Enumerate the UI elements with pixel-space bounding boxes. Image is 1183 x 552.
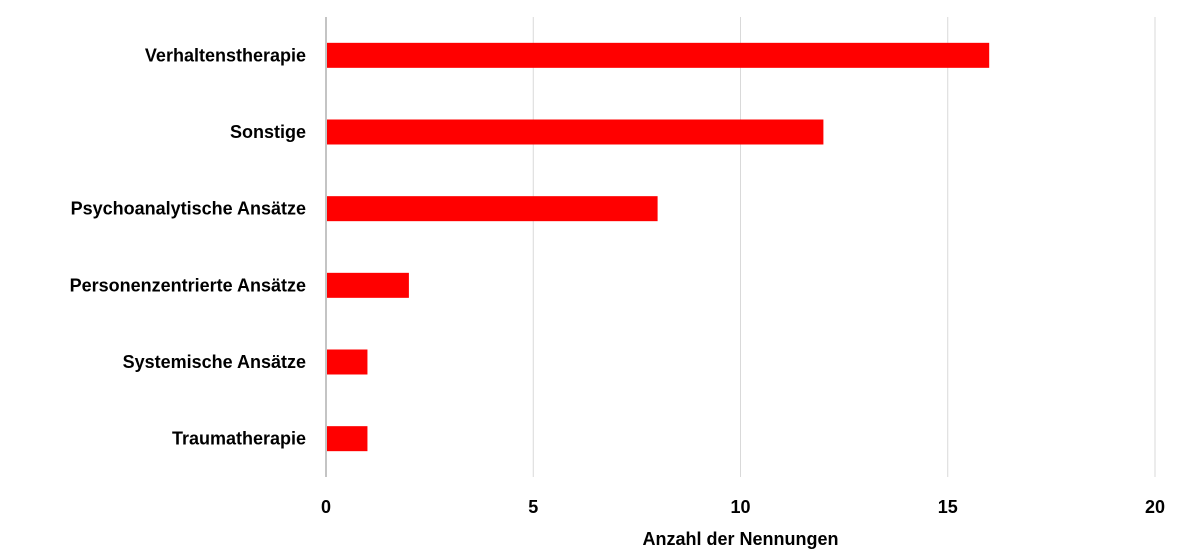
x-tick-label: 5 (528, 497, 538, 517)
category-label: Sonstige (230, 122, 306, 142)
bar-0 (327, 42, 990, 68)
x-axis-title: Anzahl der Nennungen (642, 529, 838, 549)
x-tick-label: 0 (321, 497, 331, 517)
x-tick-label: 15 (938, 497, 958, 517)
category-label: Verhaltenstherapie (145, 45, 306, 65)
category-label: Systemische Ansätze (123, 352, 306, 372)
gridlines (532, 17, 1156, 477)
category-labels: Verhaltenstherapie Sonstige Psychoanalytis… (70, 45, 306, 448)
bar-1 (327, 119, 824, 145)
x-tick-label: 10 (730, 497, 750, 517)
bars (327, 42, 990, 452)
category-label: Traumatherapie (172, 429, 306, 449)
bar-2 (327, 196, 658, 222)
bar-3 (327, 272, 409, 298)
x-tick-label: 20 (1145, 497, 1165, 517)
bar-4 (327, 349, 368, 375)
category-label: Psychoanalytische Ansätze (71, 199, 306, 219)
x-tick-labels: 0 5 10 15 20 (321, 497, 1165, 517)
category-label: Personenzentrierte Ansätze (70, 275, 306, 295)
bar-5 (327, 426, 368, 452)
